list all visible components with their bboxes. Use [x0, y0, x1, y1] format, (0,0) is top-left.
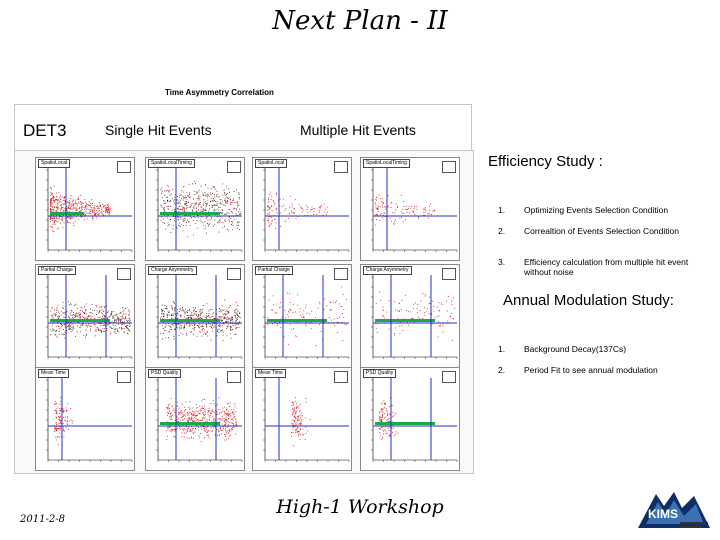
plot-title: SpatioLocalTiming [363, 159, 410, 168]
plot-title: SpatioLocal [38, 159, 71, 168]
plot-panel: SpatioLocal [252, 157, 352, 261]
plot-panel: PSD Quality [145, 367, 245, 471]
item-number: 3. [498, 257, 506, 267]
plot-panel: Charge Asymmetry [145, 264, 245, 368]
stats-box [117, 371, 131, 383]
kims-logo: KIMS [634, 488, 714, 534]
item-number: 1. [498, 344, 506, 354]
item-text: Correaltion of Events Selection Conditio… [524, 226, 679, 236]
stats-box [227, 161, 241, 173]
scatter-plot [371, 378, 458, 462]
scatter-plot [156, 275, 243, 359]
scatter-plot [46, 275, 133, 359]
scatter-plot [263, 168, 350, 252]
plot-title: Partial Charge [255, 266, 293, 275]
scatter-plot [46, 168, 133, 252]
scatter-plot [371, 168, 458, 252]
figure-caption: Time Asymmetry Correlation [165, 88, 274, 97]
item-text: Period Fit to see annual modulation [524, 365, 658, 375]
logo-text: KIMS [648, 507, 678, 521]
header-box: DET3 Single Hit Events Multiple Hit Even… [14, 104, 472, 152]
plot-panel: SpatioLocalTiming [145, 157, 245, 261]
stats-box [227, 371, 241, 383]
stats-box [442, 268, 456, 280]
annual-title: Annual Modulation Study: [503, 292, 674, 309]
scatter-plot [156, 168, 243, 252]
multiple-hit-label: Multiple Hit Events [300, 122, 416, 138]
plot-title: PSD Quality [148, 369, 182, 378]
logo-graphic: KIMS [638, 492, 710, 528]
det-label: DET3 [23, 121, 67, 140]
item-number: 2. [498, 226, 506, 236]
stats-box [227, 268, 241, 280]
item-text: Background Decay(137Cs) [524, 344, 627, 354]
item-text: Optimizing Events Selection Condition [524, 205, 669, 215]
scatter-plot [156, 378, 243, 462]
footer-date: 2011-2-8 [20, 514, 65, 525]
plot-title: Partial Charge [38, 266, 76, 275]
plot-title: Mean Time [38, 369, 69, 378]
plot-title: SpatioLocal [255, 159, 288, 168]
scatter-plot [46, 378, 133, 462]
footer-title: High-1 Workshop [276, 496, 444, 518]
item-number: 1. [498, 205, 506, 215]
plot-panel: SpatioLocal [35, 157, 135, 261]
stats-box [334, 371, 348, 383]
plot-grid: SpatioLocal SpatioLocalTiming SpatioLoca… [14, 150, 474, 474]
efficiency-title: Efficiency Study : [488, 153, 603, 170]
plot-panel: Mean Time [252, 367, 352, 471]
plot-panel: PSD Quality [360, 367, 460, 471]
slide-title: Next Plan - II [272, 6, 448, 36]
scatter-plot [263, 275, 350, 359]
plot-title: Mean Time [255, 369, 286, 378]
plot-title: PSD Quality [363, 369, 397, 378]
plot-panel: Mean Time [35, 367, 135, 471]
stats-box [117, 268, 131, 280]
stats-box [334, 161, 348, 173]
plot-panel: Partial Charge [35, 264, 135, 368]
plot-title: Charge Asymmetry [148, 266, 197, 275]
plot-title: Charge Asymmetry [363, 266, 412, 275]
stats-box [334, 268, 348, 280]
stats-box [442, 161, 456, 173]
stats-box [117, 161, 131, 173]
scatter-plot [263, 378, 350, 462]
item-number: 2. [498, 365, 506, 375]
stats-box [442, 371, 456, 383]
plot-panel: Charge Asymmetry [360, 264, 460, 368]
item-text: Efficiency calculation from multiple hit… [524, 257, 689, 277]
single-hit-label: Single Hit Events [105, 122, 212, 138]
plot-panel: Partial Charge [252, 264, 352, 368]
plot-panel: SpatioLocalTiming [360, 157, 460, 261]
plot-title: SpatioLocalTiming [148, 159, 195, 168]
scatter-plot [371, 275, 458, 359]
